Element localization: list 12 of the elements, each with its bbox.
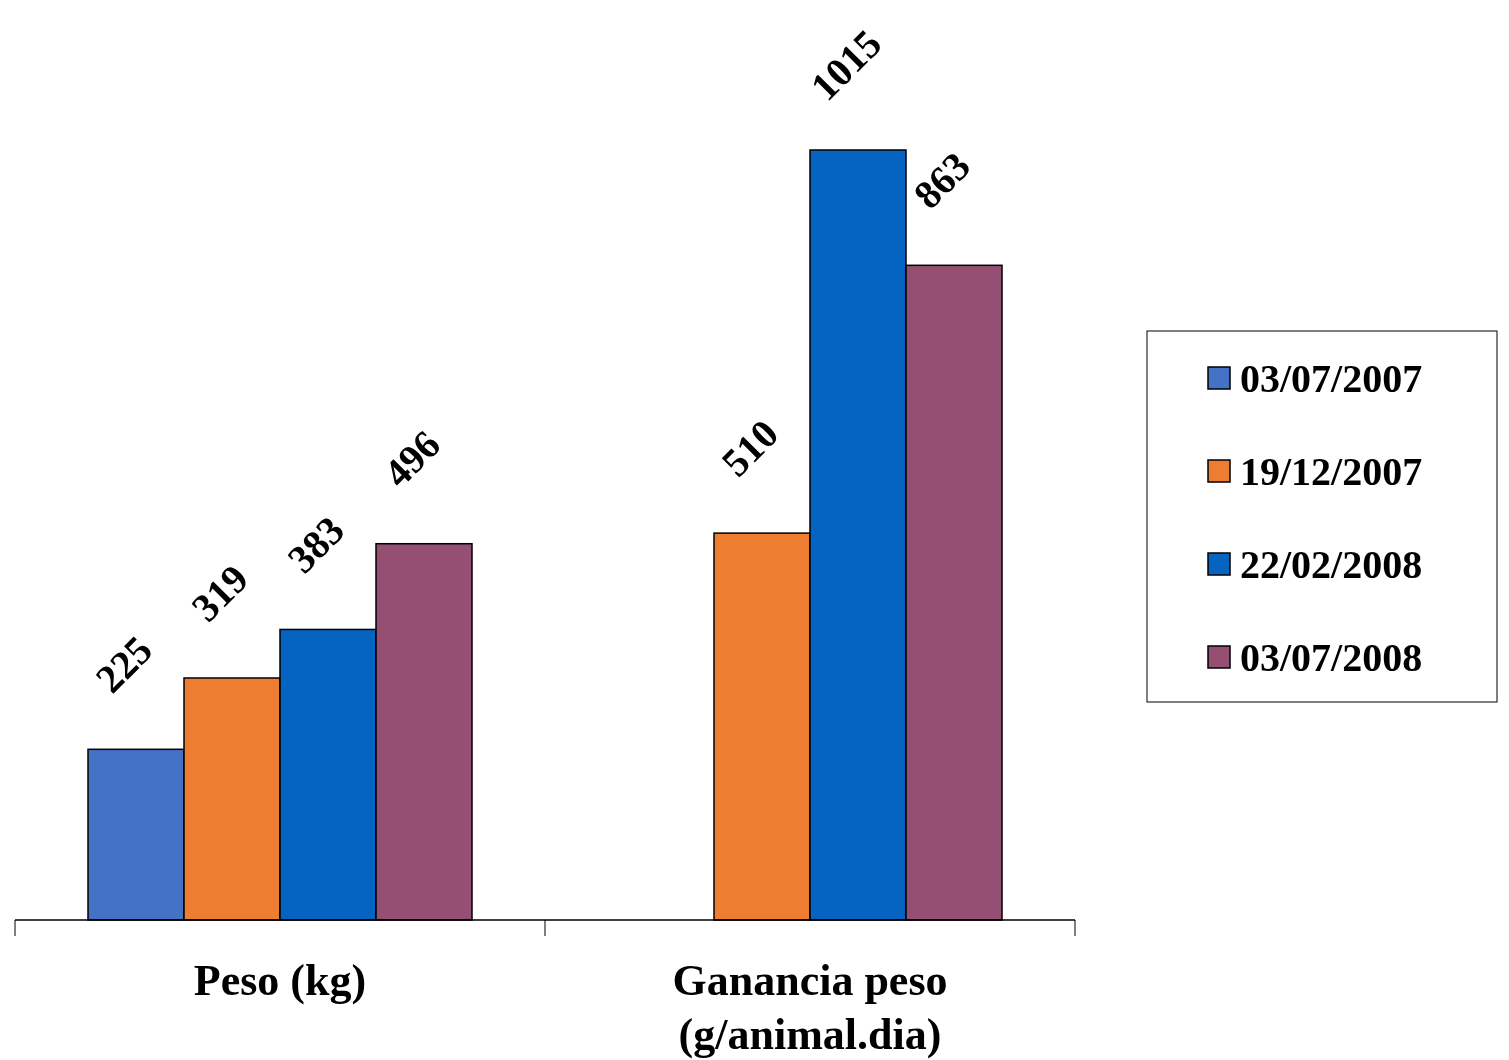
legend-label: 22/02/2008 <box>1240 541 1423 587</box>
data-label: 383 <box>278 507 354 582</box>
legend-label: 03/07/2008 <box>1240 634 1423 680</box>
data-label: 863 <box>904 143 980 218</box>
x-tick-label: Peso (kg) <box>193 955 367 1005</box>
data-label: 319 <box>182 555 258 631</box>
legend-label: 03/07/2007 <box>1240 355 1423 401</box>
legend-label: 19/12/2007 <box>1240 448 1423 494</box>
data-label: 225 <box>86 627 162 702</box>
data-label: 496 <box>374 421 450 496</box>
data-label: 510 <box>712 410 788 486</box>
x-tick-label: Ganancia peso (g/animal.dia) <box>672 955 948 1059</box>
